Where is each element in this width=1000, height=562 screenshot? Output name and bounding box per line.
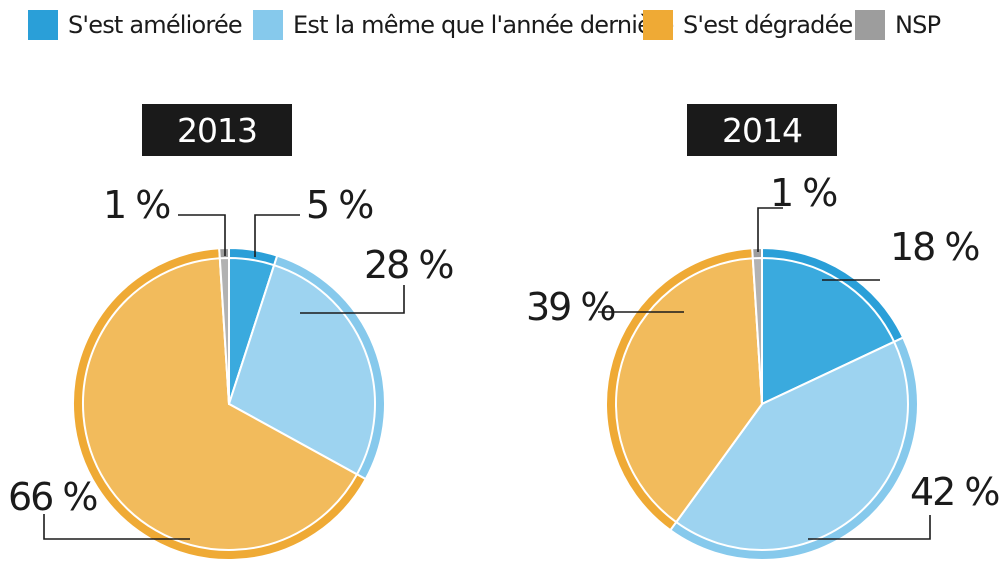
leader-line-meme: [808, 515, 931, 540]
legend-swatch-meme: [253, 10, 283, 40]
pie-slice-inner-nsp: [751, 257, 763, 405]
legend-item-meme: Est la même que l'année dernière: [253, 8, 674, 42]
legend-swatch-amelioree: [28, 10, 58, 40]
leader-line-nsp: [178, 214, 226, 256]
year-title: 2014: [722, 111, 802, 150]
year-title-box: [687, 104, 837, 156]
year-title-box: [142, 104, 292, 156]
legend-item-degradee: S'est dégradée: [643, 8, 853, 42]
year-title: 2013: [177, 111, 257, 150]
legend-label-amelioree: S'est améliorée: [68, 11, 243, 39]
pie-slice-inner-degradee: [82, 257, 358, 551]
pct-label-nsp: 1 %: [770, 171, 837, 215]
pct-label-meme: 28 %: [364, 243, 453, 287]
pct-label-amelioree: 5 %: [306, 183, 373, 227]
pie-slice-inner-meme: [228, 264, 376, 476]
pie-slice-inner-meme: [675, 340, 909, 551]
legend-label-meme: Est la même que l'année dernière: [293, 11, 674, 39]
legend-swatch-nsp: [855, 10, 885, 40]
legend-swatch-degradee: [643, 10, 673, 40]
pie-slice-inner-nsp: [218, 257, 230, 405]
leader-line-amelioree: [254, 214, 300, 257]
pie-slice-inner-degradee: [615, 257, 763, 524]
pct-label-nsp: 1 %: [103, 183, 170, 227]
legend-label-degradee: S'est dégradée: [683, 11, 853, 39]
pie-chart-2014: 2014 18 % 42 % 39 % 1 %: [526, 104, 1000, 561]
pie-chart-2013: 2013 5 % 28 % 66 % 1 %: [8, 104, 455, 561]
legend-item-amelioree: S'est améliorée: [28, 8, 243, 42]
leader-line-degradee: [43, 514, 190, 540]
pct-label-degradee: 39 %: [526, 285, 615, 329]
pct-label-amelioree: 18 %: [890, 225, 979, 269]
leader-line-meme: [300, 285, 405, 314]
legend-item-nsp: NSP: [855, 8, 941, 42]
chart-legend: S'est améliorée Est la même que l'année …: [0, 0, 1000, 50]
legend-label-nsp: NSP: [895, 11, 941, 39]
pct-label-degradee: 66 %: [8, 475, 97, 519]
pct-label-meme: 42 %: [910, 470, 999, 514]
leader-line-nsp: [757, 207, 783, 252]
